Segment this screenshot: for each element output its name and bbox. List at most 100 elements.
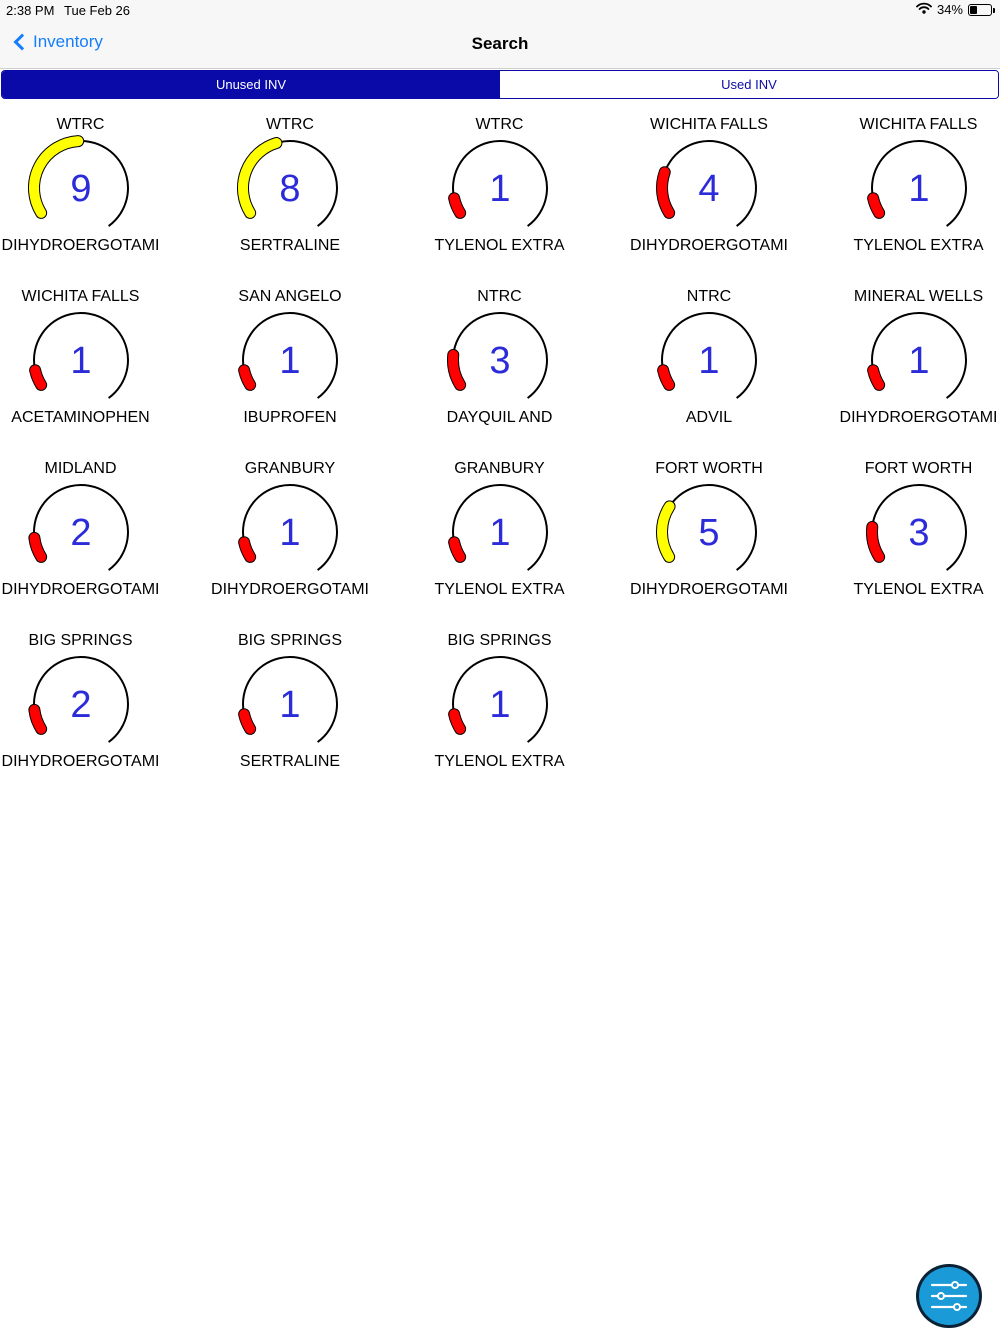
tile-drug-label: DAYQUIL AND	[446, 409, 553, 426]
gauge-track	[242, 311, 338, 399]
inventory-gauge-tile[interactable]: WICHITA FALLS 1 TYLENOL EXTRA	[819, 110, 1000, 270]
gauge-track	[870, 139, 967, 227]
inventory-gauge-tile[interactable]: WTRC 9 DIHYDROERGOTAMI	[0, 110, 181, 270]
inventory-gauge-tile[interactable]: GRANBURY 1 TYLENOL EXTRA	[400, 454, 600, 614]
gauge-level-arc	[448, 709, 465, 734]
tile-drug-label: DIHYDROERGOTAMI	[1, 753, 160, 770]
stock-gauge: 1	[238, 311, 338, 399]
tile-location-label: WICHITA FALLS	[21, 288, 140, 305]
inventory-gauge-tile[interactable]: WTRC 8 SERTRALINE	[190, 110, 390, 270]
inventory-gauge-tile[interactable]: BIG SPRINGS 1 TYLENOL EXTRA	[400, 626, 600, 786]
status-indicators: 34%	[916, 2, 995, 17]
inventory-gauge-tile[interactable]: MIDLAND 2 DIHYDROERGOTAMI	[0, 454, 181, 614]
inventory-gauge-tile[interactable]: FORT WORTH 3 TYLENOL EXTRA	[819, 454, 1000, 614]
gauge-level-arc	[658, 365, 675, 390]
gauge-level-arc	[239, 365, 256, 390]
gauge-count: 8	[279, 168, 300, 210]
inventory-gauge-tile[interactable]: SAN ANGELO 1 IBUPROFEN	[190, 282, 390, 442]
tile-location-label: SAN ANGELO	[238, 288, 342, 305]
gauge-level-arc	[657, 167, 675, 218]
status-time: 2:38 PM	[6, 3, 55, 18]
gauge-count: 2	[70, 684, 91, 726]
tile-location-label: GRANBURY	[454, 460, 545, 477]
gauge-track	[242, 655, 338, 743]
status-date: Tue Feb 26	[64, 3, 131, 18]
tile-location-label: BIG SPRINGS	[28, 632, 133, 649]
inventory-gauge-tile[interactable]: WTRC 1 TYLENOL EXTRA	[400, 110, 600, 270]
gauge-track	[32, 655, 129, 743]
tile-location-label: BIG SPRINGS	[447, 632, 552, 649]
battery-percent: 34%	[936, 2, 963, 17]
gauge-count: 1	[489, 168, 510, 210]
gauge-track	[32, 483, 129, 571]
gauge-count: 1	[70, 340, 91, 382]
stock-gauge: 1	[866, 311, 967, 399]
gauge-count: 1	[908, 340, 929, 382]
page-title: Search	[471, 34, 529, 53]
stock-gauge: 2	[27, 483, 129, 571]
tile-drug-label: DIHYDROERGOTAMI	[630, 237, 788, 254]
tile-location-label: BIG SPRINGS	[237, 632, 343, 649]
segment-unused-inv[interactable]: Unused INV	[2, 71, 500, 98]
tile-drug-label: SERTRALINE	[239, 237, 341, 254]
gauge-count: 5	[698, 512, 719, 554]
gauge-track	[661, 311, 757, 399]
gauge-track	[451, 483, 548, 571]
stock-gauge: 1	[447, 655, 548, 743]
inventory-gauge-tile[interactable]: NTRC 1 ADVIL	[609, 282, 809, 442]
gauge-level-arc	[28, 704, 46, 734]
tile-location-label: WTRC	[475, 116, 524, 133]
tile-location-label: WICHITA FALLS	[859, 116, 978, 133]
tile-location-label: FORT WORTH	[864, 460, 973, 477]
gauge-count: 9	[70, 168, 91, 210]
tile-location-label: NTRC	[686, 288, 732, 305]
stock-gauge: 2	[27, 655, 129, 743]
gauge-level-arc	[29, 365, 46, 390]
gauge-track	[870, 311, 967, 399]
gauge-count: 1	[279, 684, 300, 726]
tile-drug-label: DIHYDROERGOTAMI	[630, 581, 788, 598]
navigation-bar: Inventory Search	[0, 20, 1000, 69]
tile-drug-label: ADVIL	[685, 409, 733, 426]
battery-icon	[968, 3, 995, 16]
gauge-level-arc	[28, 136, 83, 218]
tile-location-label: WTRC	[56, 116, 105, 133]
inventory-gauge-tile[interactable]: FORT WORTH 5 DIHYDROERGOTAMI	[609, 454, 809, 614]
wifi-icon	[916, 2, 932, 17]
tile-drug-label: TYLENOL EXTRA	[434, 237, 565, 254]
stock-gauge: 3	[446, 311, 548, 399]
inventory-gauge-tile[interactable]: GRANBURY 1 DIHYDROERGOTAMI	[190, 454, 390, 614]
gauge-level-arc	[448, 537, 465, 562]
battery-level	[970, 5, 977, 14]
gauge-count: 3	[489, 340, 510, 382]
inventory-gauge-tile[interactable]: BIG SPRINGS 2 DIHYDROERGOTAMI	[0, 626, 181, 786]
tile-location-label: FORT WORTH	[655, 460, 763, 477]
gauge-count: 1	[489, 684, 510, 726]
tile-location-label: GRANBURY	[244, 460, 336, 477]
tile-drug-label: ACETAMINOPHEN	[11, 409, 150, 426]
gauge-count: 4	[698, 168, 719, 210]
filter-button[interactable]	[916, 1264, 982, 1328]
segment-used-inv[interactable]: Used INV	[500, 71, 998, 98]
tile-drug-label: TYLENOL EXTRA	[434, 753, 565, 770]
inventory-gauge-tile[interactable]: NTRC 3 DAYQUIL AND	[400, 282, 600, 442]
gauge-track	[32, 311, 129, 399]
stock-gauge: 3	[865, 483, 967, 571]
gauge-count: 1	[279, 512, 300, 554]
tile-drug-label: IBUPROFEN	[243, 409, 337, 426]
gauge-level-arc	[239, 709, 256, 734]
gauge-count: 1	[489, 512, 510, 554]
inventory-gauge-tile[interactable]: WICHITA FALLS 1 ACETAMINOPHEN	[0, 282, 181, 442]
stock-gauge: 1	[447, 483, 548, 571]
inventory-gauge-tile[interactable]: MINERAL WELLS 1 DIHYDROERGOTAMI	[819, 282, 1000, 442]
gauge-count: 2	[70, 512, 91, 554]
tile-location-label: WICHITA FALLS	[650, 116, 768, 133]
stock-gauge: 4	[656, 139, 757, 227]
gauge-level-arc	[28, 532, 46, 562]
inventory-gauge-tile[interactable]: WICHITA FALLS 4 DIHYDROERGOTAMI	[609, 110, 809, 270]
tile-drug-label: TYLENOL EXTRA	[434, 581, 565, 598]
gauge-track	[242, 483, 338, 571]
inventory-gauge-tile[interactable]: BIG SPRINGS 1 SERTRALINE	[190, 626, 390, 786]
back-button[interactable]: Inventory	[10, 32, 103, 52]
gauge-level-arc	[448, 193, 465, 218]
